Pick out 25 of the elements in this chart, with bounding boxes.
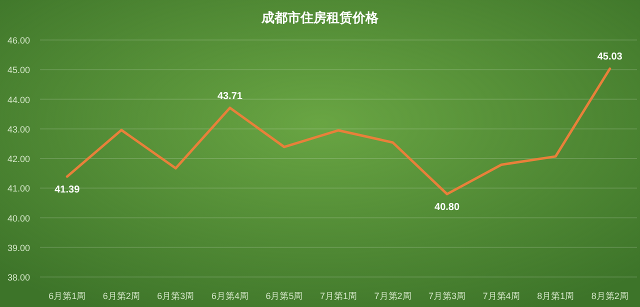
x-tick-label: 7月第2周 <box>374 291 412 301</box>
x-tick-label: 7月第1周 <box>320 291 358 301</box>
data-label: 45.03 <box>597 52 623 63</box>
y-tick-label: 43.00 <box>7 124 30 134</box>
data-label: 40.80 <box>434 202 460 214</box>
x-tick-label: 7月第3周 <box>428 291 466 301</box>
y-tick-label: 40.00 <box>7 213 30 224</box>
data-label: 41.39 <box>54 184 80 196</box>
x-tick-label: 6月第1周 <box>48 291 86 301</box>
data-label: 43.71 <box>217 90 243 102</box>
x-tick-label: 7月第4周 <box>482 291 520 301</box>
x-tick-label: 8月第2周 <box>591 291 628 301</box>
x-tick-label: 8月第1周 <box>537 291 574 301</box>
y-tick-label: 44.00 <box>7 94 30 105</box>
y-tick-label: 42.00 <box>7 154 30 164</box>
x-tick-label: 6月第4周 <box>211 291 248 301</box>
x-tick-label: 6月第2周 <box>102 291 140 301</box>
x-tick-label: 6月第3周 <box>157 291 194 301</box>
y-tick-label: 38.00 <box>7 272 30 282</box>
y-tick-label: 41.00 <box>7 184 30 194</box>
y-tick-label: 46.00 <box>7 36 30 46</box>
y-tick-label: 45.00 <box>7 65 30 76</box>
chart-title: 成都市住房租赁价格 <box>260 10 380 25</box>
y-tick-label: 39.00 <box>7 242 30 253</box>
x-tick-label: 6月第5周 <box>266 291 303 301</box>
